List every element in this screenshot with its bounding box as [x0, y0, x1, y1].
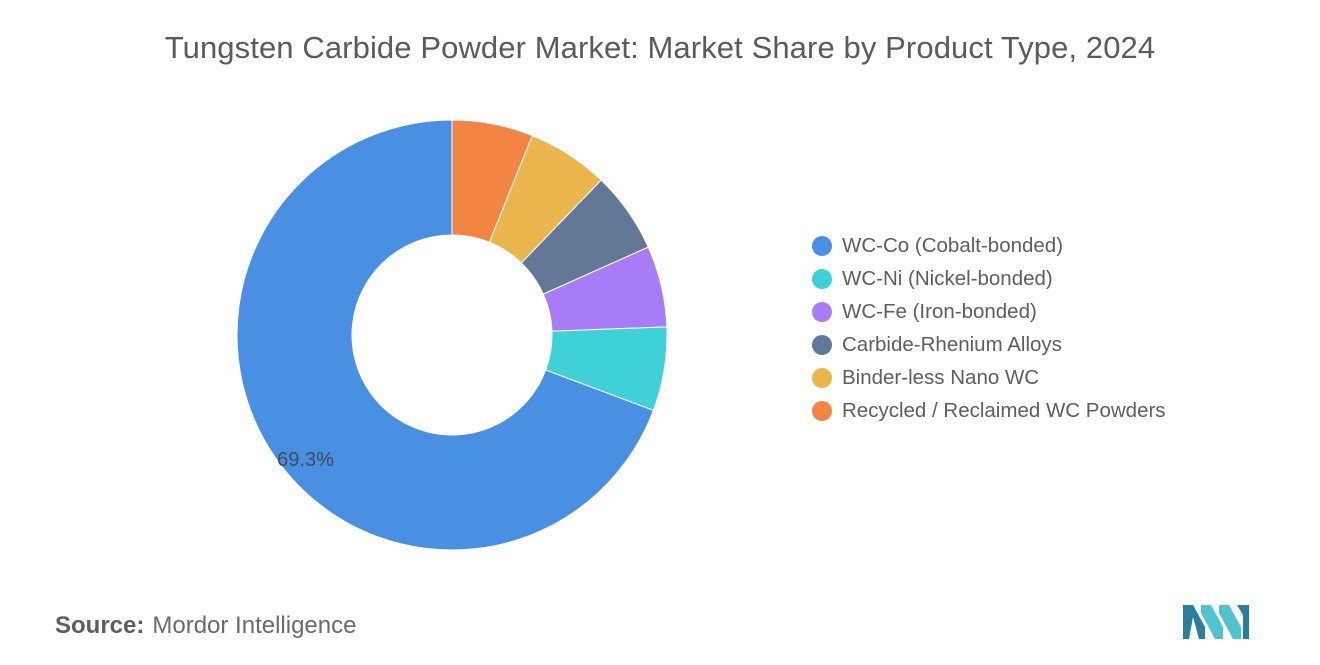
- source-value: Mordor Intelligence: [152, 612, 357, 639]
- chart-legend: WC-Co (Cobalt-bonded) WC-Ni (Nickel-bonde…: [812, 229, 1166, 427]
- legend-swatch: [812, 334, 832, 355]
- donut-slice-0: [236, 119, 655, 551]
- legend-item: WC-Fe (Iron-bonded): [812, 295, 1166, 328]
- legend-item: Recycled / Reclaimed WC Powders: [812, 394, 1166, 427]
- chart-title: Tungsten Carbide Powder Market: Market S…: [164, 30, 1156, 65]
- legend-swatch: [812, 268, 832, 289]
- source-label: Source:: [55, 612, 145, 639]
- source-line: Source: Mordor Intelligence: [55, 612, 356, 640]
- legend-item: WC-Co (Cobalt-bonded): [812, 229, 1166, 262]
- legend-label: Recycled / Reclaimed WC Powders: [842, 398, 1166, 422]
- legend-label: WC-Co (Cobalt-bonded): [842, 233, 1064, 257]
- legend-swatch: [812, 400, 832, 421]
- legend-item: Carbide-Rhenium Alloys: [812, 328, 1166, 361]
- legend-label: Binder-less Nano WC: [842, 365, 1040, 389]
- legend-swatch: [812, 367, 832, 388]
- legend-swatch: [812, 235, 832, 256]
- legend-item: WC-Ni (Nickel-bonded): [812, 262, 1166, 295]
- mordor-intelligence-logo: [1183, 605, 1249, 639]
- legend-item: Binder-less Nano WC: [812, 361, 1166, 394]
- data-label-0: 69.3%: [277, 449, 334, 471]
- legend-label: Carbide-Rhenium Alloys: [842, 332, 1062, 356]
- legend-label: WC-Fe (Iron-bonded): [842, 299, 1037, 323]
- legend-swatch: [812, 301, 832, 322]
- legend-label: WC-Ni (Nickel-bonded): [842, 266, 1053, 290]
